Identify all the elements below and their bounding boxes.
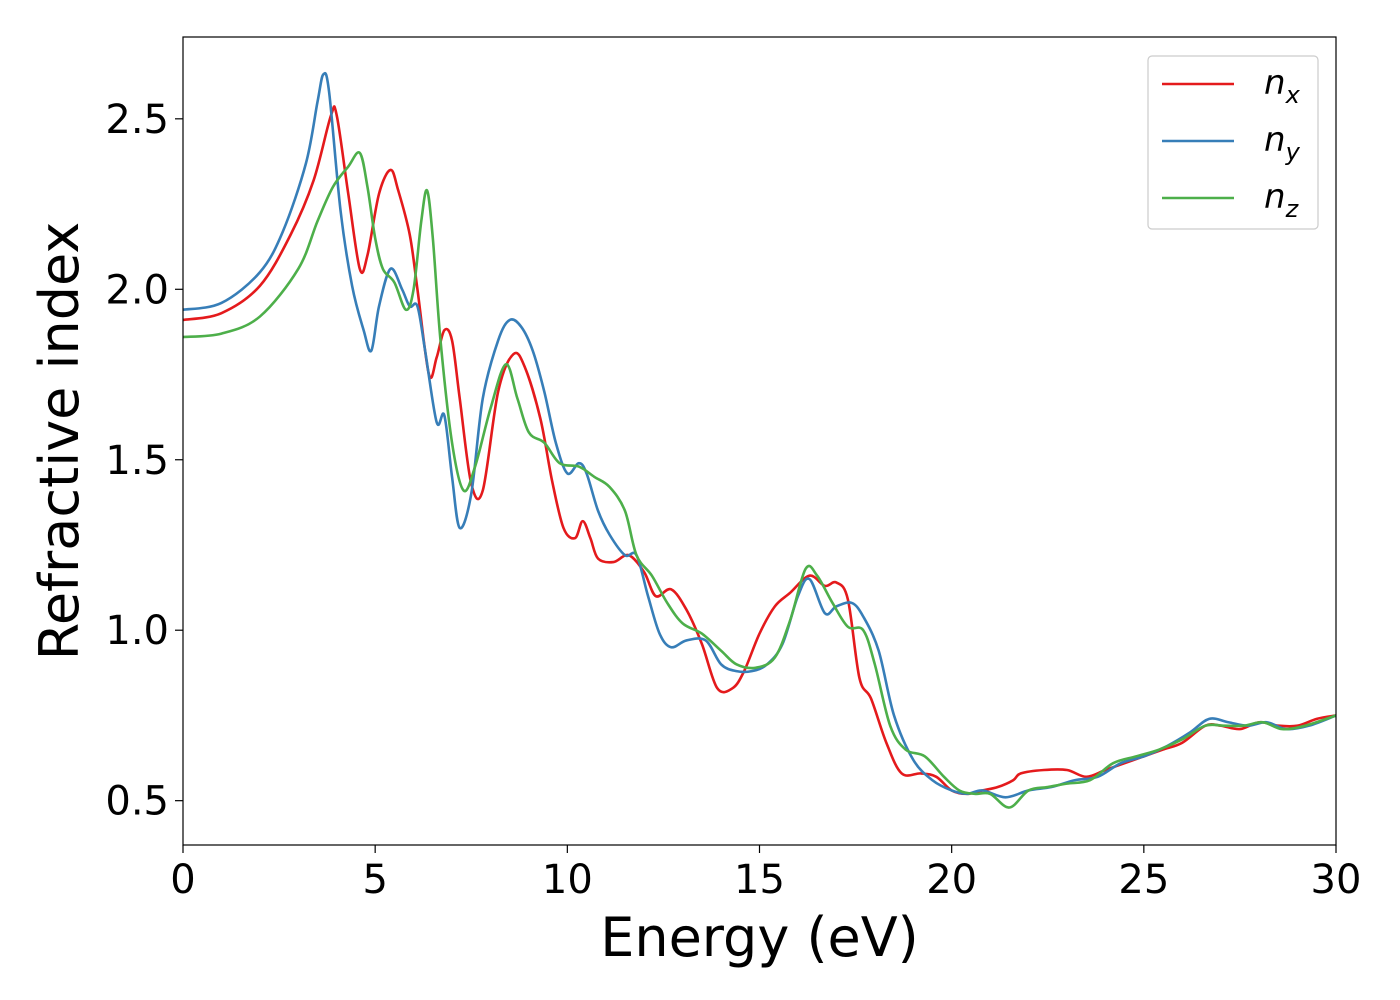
legend-label-main: n <box>1264 63 1286 103</box>
legend-label-nx: nx <box>1264 63 1301 109</box>
legend-label-ny: ny <box>1264 120 1301 166</box>
x-tick-label: 10 <box>542 857 593 903</box>
legend-label-subscript: y <box>1285 138 1301 166</box>
series-line-nz <box>183 150 1336 809</box>
x-tick-label: 0 <box>170 857 195 903</box>
x-tick-label: 20 <box>926 857 977 903</box>
y-tick-label: 1.0 <box>105 608 169 654</box>
x-axis-label: Energy (eV) <box>600 906 919 969</box>
y-axis: 0.5 1.0 1.5 2.0 2.5 <box>105 97 183 825</box>
x-tick-label: 25 <box>1118 857 1169 903</box>
x-tick-label: 15 <box>734 857 785 903</box>
legend-label-subscript: z <box>1285 195 1300 223</box>
y-tick-label: 0.5 <box>105 779 169 825</box>
legend-label-main: n <box>1264 177 1286 217</box>
x-axis: 0 5 10 15 20 25 30 <box>170 845 1361 903</box>
y-tick-label: 1.5 <box>105 438 169 484</box>
legend-label-subscript: x <box>1285 81 1301 109</box>
legend-label-nz: nz <box>1264 177 1300 223</box>
series-layer <box>183 71 1336 809</box>
y-axis-label: Refractive index <box>28 222 91 661</box>
legend-label-main: n <box>1264 120 1286 160</box>
x-tick-label: 30 <box>1311 857 1362 903</box>
y-tick-label: 2.0 <box>105 267 169 313</box>
series-line-nx <box>183 105 1336 796</box>
x-tick-label: 5 <box>362 857 387 903</box>
legend-box <box>1147 55 1319 230</box>
y-tick-label: 2.5 <box>105 97 169 143</box>
